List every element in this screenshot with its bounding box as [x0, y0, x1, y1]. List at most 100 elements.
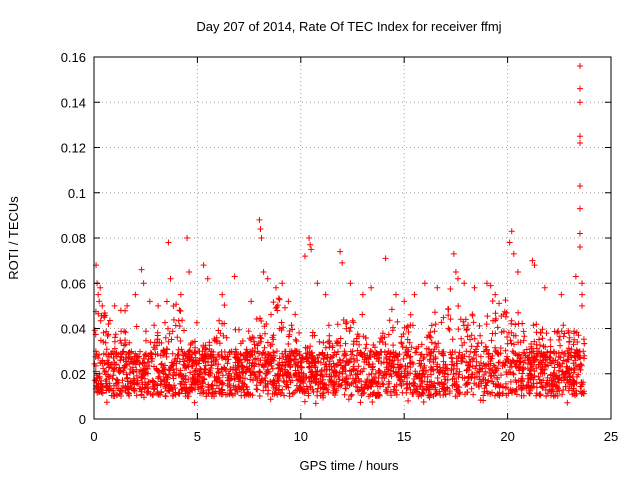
x-tick-label: 0: [90, 429, 97, 444]
data-point: [576, 85, 583, 92]
data-point: [359, 291, 366, 298]
data-point: [204, 275, 211, 282]
data-point: [392, 291, 399, 298]
data-point: [347, 280, 354, 287]
data-points: [93, 63, 586, 327]
data-point: [382, 255, 389, 262]
data-point: [111, 302, 118, 309]
data-point: [452, 268, 459, 275]
data-point: [450, 250, 457, 257]
y-tick-label: 0.1: [68, 186, 86, 201]
data-point: [471, 284, 478, 291]
x-axis-label: GPS time / hours: [300, 458, 399, 473]
data-point: [186, 268, 193, 275]
data-point: [248, 298, 255, 305]
data-point: [140, 280, 147, 287]
point-cloud-path: [91, 282, 588, 407]
data-point: [579, 291, 586, 298]
data-point: [368, 284, 375, 291]
data-point: [506, 239, 513, 246]
x-tick-label: 10: [294, 429, 308, 444]
data-point: [96, 298, 103, 305]
data-point: [177, 291, 184, 298]
data-point: [258, 235, 265, 241]
data-point: [576, 244, 583, 251]
y-tick-label: 0.04: [61, 322, 86, 337]
data-point: [434, 284, 441, 291]
y-tick-label: 0.14: [61, 95, 86, 110]
x-tick-label: 20: [500, 429, 514, 444]
data-point: [461, 280, 468, 287]
y-tick-label: 0.16: [61, 50, 86, 65]
data-point: [576, 182, 583, 189]
data-point: [272, 284, 279, 291]
y-tick-label: 0: [79, 412, 86, 427]
grid: [94, 57, 611, 419]
data-point: [279, 280, 286, 287]
data-point: [576, 133, 583, 140]
y-tick-label: 0.12: [61, 141, 86, 156]
data-point: [514, 268, 521, 275]
data-point: [308, 246, 315, 253]
x-tick-label: 5: [194, 429, 201, 444]
chart-title: Day 207 of 2014, Rate Of TEC Index for r…: [196, 19, 501, 34]
x-tick-label: 25: [604, 429, 618, 444]
data-point: [531, 262, 538, 269]
data-point: [260, 268, 267, 275]
data-point: [322, 291, 329, 298]
y-tick-labels: 0 0.02 0.04 0.06 0.08 0.1 0.12 0.14 0.16: [61, 50, 86, 427]
data-point: [146, 298, 153, 305]
x-tick-labels: 0 5 10 15 20 25: [90, 429, 618, 444]
data-point: [95, 291, 102, 298]
data-point: [307, 241, 314, 248]
data-point: [219, 291, 226, 298]
data-point: [132, 291, 139, 298]
data-point: [231, 273, 238, 280]
data-point: [421, 280, 428, 287]
data-point: [576, 205, 583, 212]
data-point: [264, 275, 271, 282]
data-point: [529, 257, 536, 264]
data-point: [138, 266, 145, 273]
data-point: [99, 302, 106, 309]
x-tick-label: 15: [397, 429, 411, 444]
data-point: [579, 280, 586, 287]
data-point: [124, 302, 131, 309]
data-point: [572, 273, 579, 280]
y-axis-label: ROTI / TECUs: [6, 196, 21, 280]
data-point: [339, 259, 346, 266]
data-point: [165, 239, 172, 246]
data-point: [541, 284, 548, 291]
data-point: [105, 320, 112, 327]
data-point: [167, 275, 174, 282]
data-point: [337, 248, 344, 255]
data-point: [301, 253, 308, 260]
data-point: [483, 280, 490, 287]
data-point: [200, 262, 207, 269]
data-point: [314, 280, 321, 287]
y-tick-label: 0.06: [61, 276, 86, 291]
y-tick-label: 0.02: [61, 367, 86, 382]
data-point: [576, 63, 583, 70]
data-point: [97, 284, 104, 291]
data-point: [411, 291, 418, 298]
data-point: [576, 139, 583, 146]
data-point: [306, 235, 313, 241]
data-point: [117, 307, 124, 314]
data-point: [558, 291, 565, 298]
data-point: [184, 235, 191, 241]
data-point: [454, 275, 461, 282]
data-point: [492, 291, 499, 298]
data-point: [576, 99, 583, 106]
data-point: [579, 302, 586, 309]
data-point: [508, 228, 515, 235]
axis-ticks: [93, 56, 612, 420]
data-point: [401, 298, 408, 305]
data-point: [510, 250, 517, 257]
data-point: [257, 225, 264, 232]
data-point: [576, 230, 583, 237]
point-cloud: [91, 282, 588, 407]
data-point: [101, 314, 108, 321]
data-point: [256, 216, 263, 223]
